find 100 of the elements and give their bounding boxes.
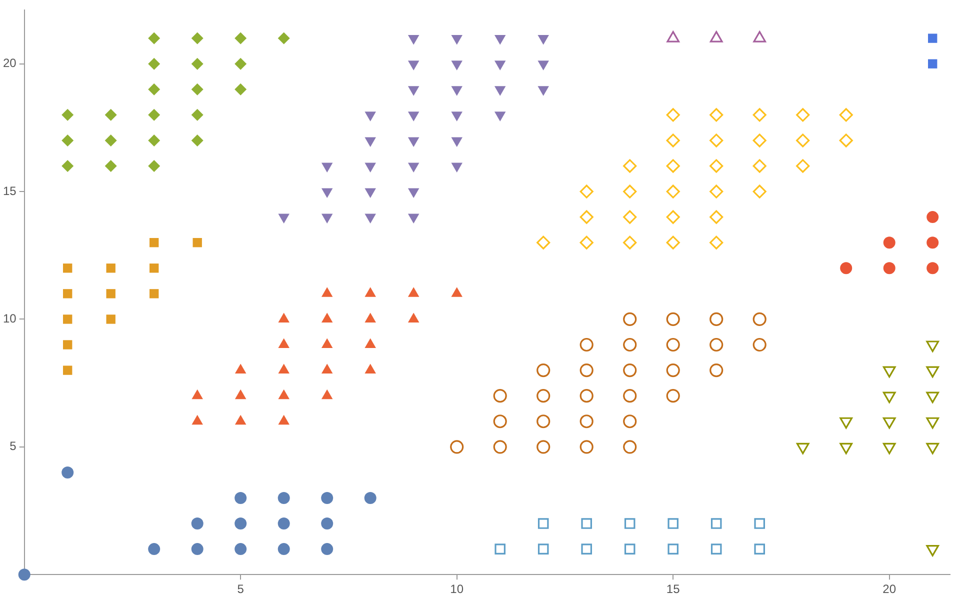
point — [883, 262, 896, 274]
point — [623, 236, 637, 250]
y-tick-label: 15 — [2, 184, 17, 198]
point — [321, 162, 333, 172]
point — [408, 60, 420, 70]
point — [493, 440, 507, 454]
point — [234, 543, 247, 556]
point — [536, 414, 550, 428]
point — [710, 312, 724, 326]
point — [926, 262, 939, 274]
point — [666, 184, 680, 198]
point — [796, 134, 810, 148]
point — [538, 544, 549, 554]
point — [321, 214, 333, 224]
point — [710, 184, 724, 198]
point — [580, 184, 594, 198]
point — [106, 289, 116, 298]
point — [278, 214, 290, 224]
point — [581, 518, 592, 529]
point — [364, 112, 376, 122]
point — [148, 58, 160, 70]
point — [710, 338, 724, 352]
point — [364, 162, 376, 172]
point — [752, 108, 766, 122]
point — [148, 83, 160, 96]
point — [623, 363, 637, 378]
point — [928, 59, 938, 68]
point — [752, 159, 766, 173]
point — [150, 289, 159, 298]
point — [451, 86, 462, 96]
point — [580, 389, 594, 403]
point — [538, 86, 549, 96]
point — [666, 210, 680, 224]
point — [796, 159, 810, 173]
point — [666, 236, 680, 250]
point — [408, 137, 420, 147]
point — [580, 338, 594, 352]
point — [408, 112, 420, 122]
point — [752, 184, 766, 198]
point — [536, 236, 550, 250]
point — [666, 108, 680, 122]
point — [234, 492, 247, 504]
point — [234, 83, 247, 96]
point — [623, 338, 637, 352]
point — [666, 338, 680, 352]
point — [18, 568, 30, 581]
point — [62, 108, 74, 121]
point — [62, 466, 74, 478]
point — [364, 188, 376, 198]
point — [623, 159, 637, 173]
point — [839, 134, 853, 148]
point — [191, 83, 204, 96]
point — [234, 58, 247, 70]
point — [580, 363, 594, 378]
point — [754, 544, 765, 554]
point — [408, 35, 420, 45]
point — [278, 518, 290, 530]
point — [148, 32, 160, 44]
point — [63, 314, 72, 324]
point — [580, 414, 594, 428]
point — [104, 134, 117, 146]
point — [666, 312, 680, 326]
point — [191, 518, 204, 530]
point — [840, 262, 852, 274]
point — [106, 264, 116, 273]
point — [538, 518, 549, 529]
point — [666, 134, 680, 148]
point — [321, 492, 334, 504]
point — [191, 32, 204, 44]
point — [63, 340, 72, 350]
point — [623, 184, 637, 198]
point — [148, 108, 160, 121]
point — [710, 518, 722, 529]
point — [150, 264, 159, 273]
x-tick-label: 15 — [666, 582, 680, 596]
point — [710, 108, 724, 122]
point — [538, 60, 549, 70]
y-tick-label: 10 — [2, 312, 17, 326]
point — [408, 162, 420, 172]
point — [710, 134, 724, 148]
point — [191, 543, 204, 556]
point — [883, 236, 896, 249]
point — [536, 389, 550, 403]
point — [926, 211, 939, 224]
point — [364, 214, 376, 224]
point — [623, 389, 637, 403]
point — [451, 137, 462, 147]
point — [321, 518, 334, 530]
point — [839, 108, 853, 122]
point — [62, 160, 74, 172]
point — [278, 492, 290, 504]
point — [796, 108, 810, 122]
point — [666, 389, 680, 403]
point — [536, 363, 550, 378]
point — [234, 518, 247, 530]
point — [752, 338, 766, 352]
point — [538, 35, 549, 45]
point — [494, 60, 506, 70]
point — [536, 440, 550, 454]
point — [192, 238, 202, 248]
